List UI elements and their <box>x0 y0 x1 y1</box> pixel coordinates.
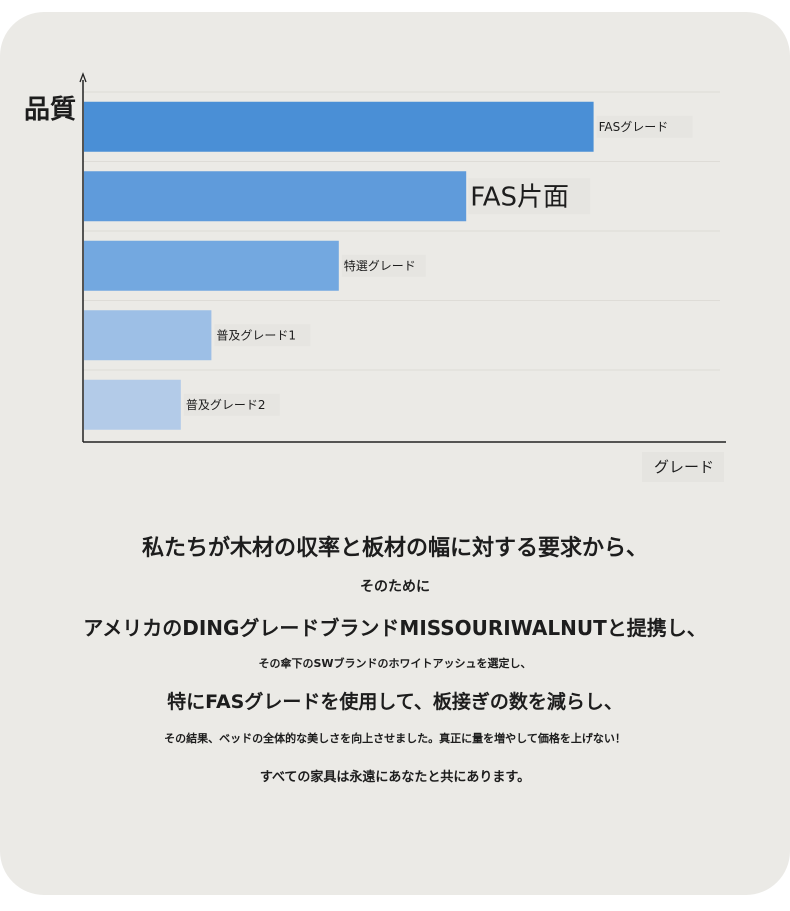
y-axis-arrow-icon <box>79 72 87 83</box>
description-line-2: そのために <box>360 579 430 595</box>
bar-label-bg <box>341 254 426 277</box>
bar-3 <box>84 240 339 291</box>
description-line-6: その結果、ベッドの全体的な美しさを向上させました。真正に量を増やして価格を上げな… <box>164 732 626 745</box>
description-line-7: すべての家具は永遠にあなたと共にあります。 <box>259 770 531 785</box>
bar-label-3: 特選グレード <box>344 258 416 273</box>
bar-label-1: FASグレード <box>599 120 669 134</box>
description-line-4: その傘下のSWブランドのホワイトアッシュを選定し、 <box>258 657 532 670</box>
bars <box>84 101 594 430</box>
x-axis-label-bg <box>642 452 724 482</box>
bar-1 <box>84 101 594 152</box>
bar-label-2: FAS片面 <box>470 182 569 212</box>
x-axis-label: グレード <box>654 458 714 476</box>
bar-label-4: 普及グレード1 <box>216 328 296 342</box>
bar-5 <box>84 379 181 430</box>
description-line-1: 私たちが木材の収率と板材の幅に対する要求から、 <box>141 536 648 561</box>
bar-label-bg <box>468 178 591 215</box>
description-text-block: 私たちが木材の収率と板材の幅に対する要求から、 そのために アメリカのDINGグ… <box>0 530 790 785</box>
bar-label-5: 普及グレード2 <box>186 398 266 412</box>
grid-lines <box>83 91 720 371</box>
description-line-3: アメリカのDINGグレードブランドMISSOURIWALNUTと提携し、 <box>83 616 707 640</box>
bar-label-bg <box>214 324 311 347</box>
description-line-5: 特にFASグレードを使用して、板接ぎの数を減らし、 <box>167 691 623 713</box>
bar-label-bg <box>183 393 280 416</box>
bar-4 <box>84 310 212 361</box>
y-axis-label: 品質 <box>24 95 76 125</box>
bar-label-bg <box>596 115 693 138</box>
bar-2 <box>84 171 467 222</box>
